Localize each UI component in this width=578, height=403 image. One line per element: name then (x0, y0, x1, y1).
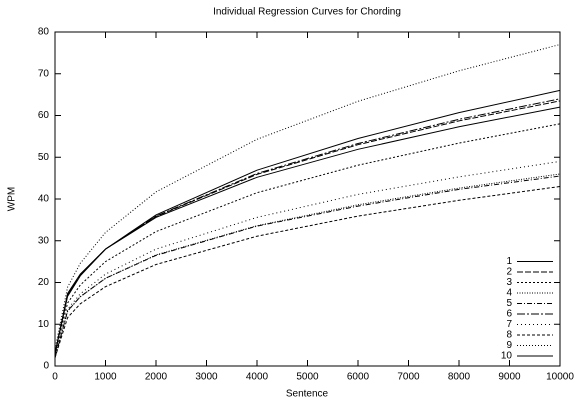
series-line (54, 106, 561, 354)
y-tick-label: 50 (38, 152, 50, 163)
series-line (54, 186, 561, 358)
series-line (54, 123, 561, 354)
x-tick-label: 8000 (448, 372, 471, 383)
legend-label: 1 (506, 256, 512, 267)
legend-label: 3 (506, 277, 512, 288)
x-tick-label: 9000 (498, 372, 521, 383)
x-tick-label: 2000 (145, 372, 168, 383)
legend-label: 4 (506, 288, 512, 299)
x-tick-label: 7000 (397, 372, 420, 383)
legend-label: 10 (501, 351, 513, 362)
legend-label: 8 (506, 330, 512, 341)
series-line (54, 89, 561, 354)
x-tick-label: 4000 (246, 372, 269, 383)
legend-label: 7 (506, 319, 512, 330)
series-line (54, 173, 561, 358)
legend-label: 5 (506, 298, 512, 309)
x-tick-label: 6000 (347, 372, 370, 383)
x-tick-label: 0 (52, 372, 58, 383)
y-tick-label: 20 (38, 277, 50, 288)
y-tick-label: 30 (38, 235, 50, 246)
series-line (54, 175, 561, 358)
x-axis-label: Sentence (286, 389, 329, 400)
x-tick-label: 1000 (94, 372, 117, 383)
x-tick-label: 10000 (546, 372, 574, 383)
y-tick-label: 0 (43, 361, 49, 372)
y-tick-label: 70 (38, 68, 50, 79)
legend-label: 9 (506, 340, 512, 351)
series-line (54, 98, 561, 354)
series-line (54, 44, 561, 350)
y-tick-label: 80 (38, 27, 50, 38)
series-line (54, 100, 561, 354)
x-tick-label: 5000 (296, 372, 319, 383)
chart-title: Individual Regression Curves for Chordin… (213, 7, 401, 18)
series-line (54, 160, 561, 358)
y-tick-label: 60 (38, 110, 50, 121)
plot-frame (54, 31, 561, 367)
legend-label: 6 (506, 309, 512, 320)
y-tick-label: 10 (38, 319, 50, 330)
y-axis-label: WPM (7, 187, 18, 211)
legend-label: 2 (506, 267, 512, 278)
y-tick-label: 40 (38, 194, 50, 205)
x-tick-label: 3000 (195, 372, 218, 383)
